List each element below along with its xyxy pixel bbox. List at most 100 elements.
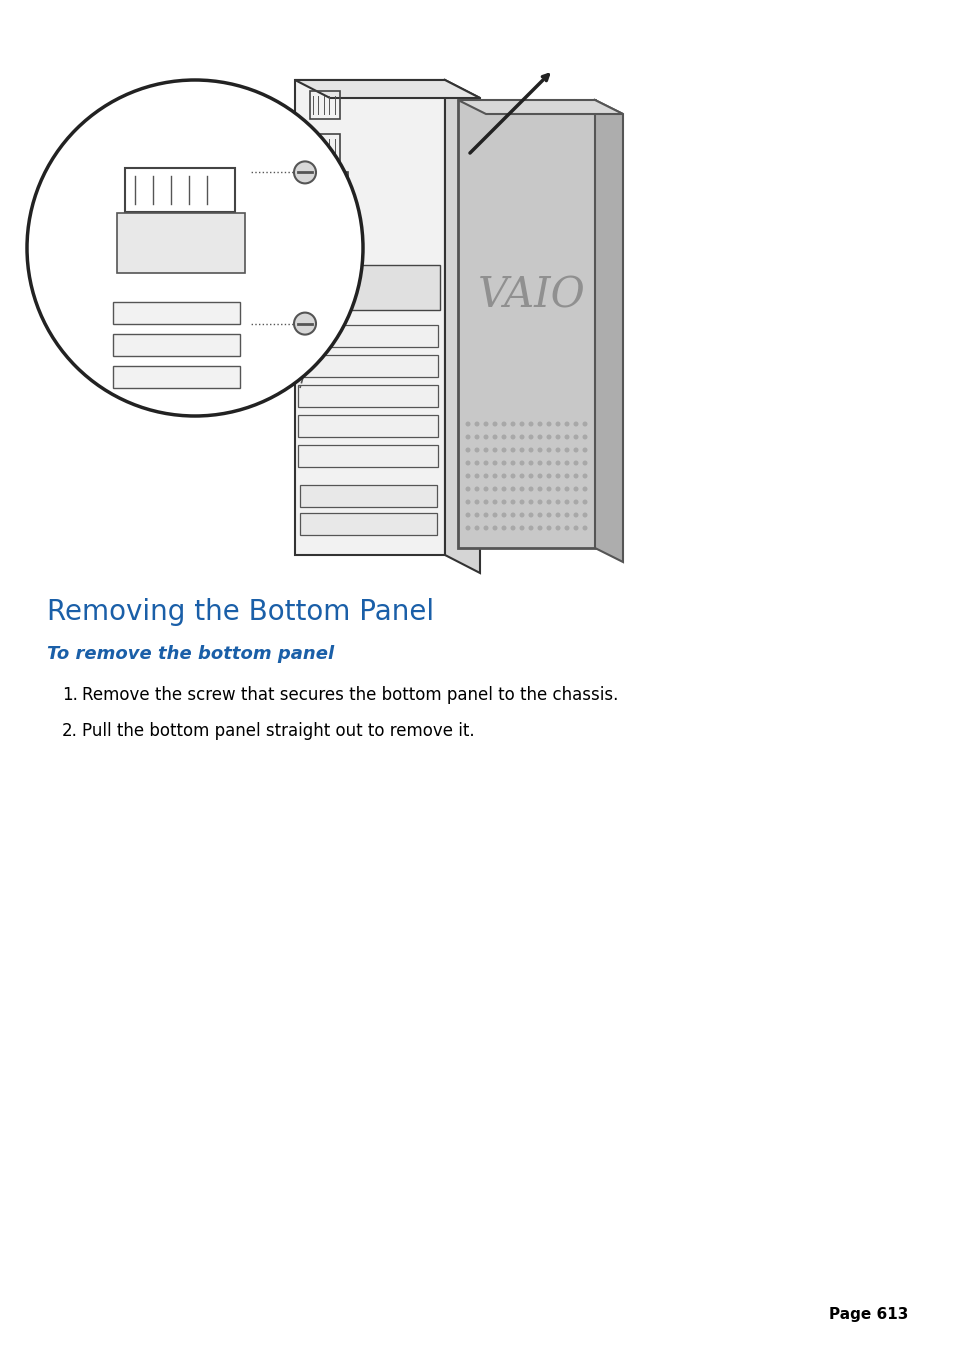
Circle shape <box>528 435 533 439</box>
Circle shape <box>492 526 497 531</box>
Polygon shape <box>444 80 479 573</box>
Text: 1.: 1. <box>62 686 78 704</box>
Circle shape <box>564 486 569 492</box>
Polygon shape <box>299 485 436 507</box>
Circle shape <box>474 473 479 478</box>
Polygon shape <box>297 326 437 347</box>
Circle shape <box>465 526 470 531</box>
Circle shape <box>537 512 542 517</box>
Circle shape <box>519 422 524 427</box>
Circle shape <box>465 461 470 466</box>
Circle shape <box>483 486 488 492</box>
Circle shape <box>546 526 551 531</box>
Circle shape <box>564 526 569 531</box>
Text: VAIO: VAIO <box>477 274 585 316</box>
Circle shape <box>528 486 533 492</box>
Polygon shape <box>112 366 240 388</box>
Circle shape <box>510 435 515 439</box>
Circle shape <box>564 500 569 504</box>
Polygon shape <box>294 80 444 555</box>
Circle shape <box>510 422 515 427</box>
Circle shape <box>510 473 515 478</box>
Circle shape <box>474 447 479 453</box>
Circle shape <box>564 435 569 439</box>
Circle shape <box>510 486 515 492</box>
Circle shape <box>582 473 587 478</box>
Circle shape <box>492 512 497 517</box>
Circle shape <box>582 422 587 427</box>
Polygon shape <box>112 303 240 324</box>
Circle shape <box>519 486 524 492</box>
Circle shape <box>546 512 551 517</box>
Text: To remove the bottom panel: To remove the bottom panel <box>47 644 334 663</box>
Circle shape <box>492 447 497 453</box>
Circle shape <box>555 526 560 531</box>
Text: Page 613: Page 613 <box>828 1306 907 1323</box>
Circle shape <box>546 435 551 439</box>
Circle shape <box>510 512 515 517</box>
Circle shape <box>519 461 524 466</box>
Circle shape <box>573 486 578 492</box>
Circle shape <box>546 447 551 453</box>
Text: Removing the Bottom Panel: Removing the Bottom Panel <box>47 598 434 626</box>
Circle shape <box>555 500 560 504</box>
Circle shape <box>483 500 488 504</box>
Circle shape <box>519 447 524 453</box>
Circle shape <box>483 461 488 466</box>
Circle shape <box>537 486 542 492</box>
Circle shape <box>501 447 506 453</box>
Circle shape <box>582 435 587 439</box>
Circle shape <box>483 447 488 453</box>
Circle shape <box>555 486 560 492</box>
Circle shape <box>546 486 551 492</box>
Polygon shape <box>117 213 245 273</box>
Circle shape <box>501 526 506 531</box>
Circle shape <box>474 486 479 492</box>
Polygon shape <box>299 513 436 535</box>
Circle shape <box>537 473 542 478</box>
Circle shape <box>564 512 569 517</box>
Circle shape <box>546 422 551 427</box>
Polygon shape <box>112 334 240 357</box>
Circle shape <box>528 512 533 517</box>
Circle shape <box>573 473 578 478</box>
Circle shape <box>582 512 587 517</box>
Circle shape <box>528 461 533 466</box>
Circle shape <box>573 447 578 453</box>
Polygon shape <box>297 355 437 377</box>
Circle shape <box>573 500 578 504</box>
Circle shape <box>465 435 470 439</box>
Circle shape <box>492 473 497 478</box>
Circle shape <box>537 447 542 453</box>
Circle shape <box>492 461 497 466</box>
Circle shape <box>582 526 587 531</box>
Circle shape <box>27 80 363 416</box>
Circle shape <box>564 473 569 478</box>
Circle shape <box>546 500 551 504</box>
Circle shape <box>555 473 560 478</box>
Circle shape <box>564 422 569 427</box>
Circle shape <box>582 500 587 504</box>
Circle shape <box>474 435 479 439</box>
Text: 2.: 2. <box>62 721 78 740</box>
Circle shape <box>528 526 533 531</box>
Circle shape <box>465 473 470 478</box>
Circle shape <box>483 422 488 427</box>
Circle shape <box>492 486 497 492</box>
Text: Pull the bottom panel straight out to remove it.: Pull the bottom panel straight out to re… <box>82 721 475 740</box>
Circle shape <box>519 526 524 531</box>
Circle shape <box>474 422 479 427</box>
Circle shape <box>555 435 560 439</box>
Polygon shape <box>595 100 622 562</box>
Circle shape <box>528 473 533 478</box>
Circle shape <box>582 447 587 453</box>
Polygon shape <box>297 444 437 467</box>
Circle shape <box>465 486 470 492</box>
Circle shape <box>555 512 560 517</box>
Circle shape <box>528 422 533 427</box>
Circle shape <box>474 500 479 504</box>
Circle shape <box>546 473 551 478</box>
Circle shape <box>573 512 578 517</box>
Circle shape <box>582 461 587 466</box>
Circle shape <box>510 500 515 504</box>
